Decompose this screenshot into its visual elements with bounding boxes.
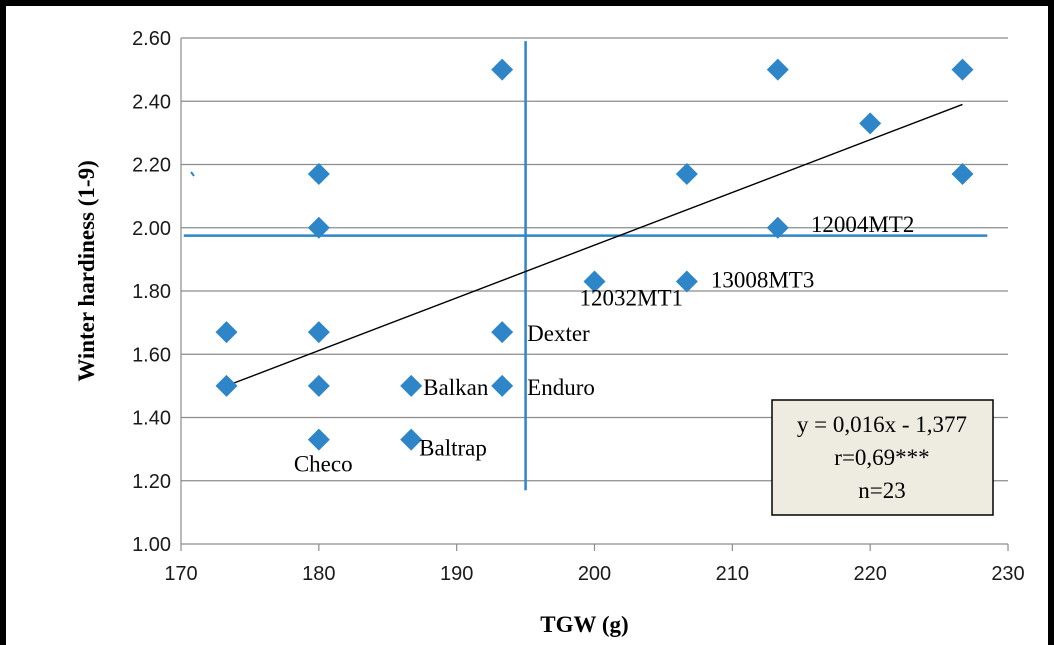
data-point xyxy=(675,270,698,293)
data-point xyxy=(307,321,330,344)
x-tick-label: 220 xyxy=(853,563,886,585)
x-tick-label: 230 xyxy=(991,563,1024,585)
y-tick-labels: 1.00 1.20 1.40 1.60 1.80 2.00 2.20 2.40 2.60 xyxy=(132,28,171,556)
x-tick-label: 190 xyxy=(440,563,473,585)
data-point xyxy=(491,321,514,344)
data-point xyxy=(491,58,514,81)
x-tick-label: 170 xyxy=(164,563,197,585)
point-label: 13008MT3 xyxy=(711,268,815,293)
equation-line: y = 0,016x - 1,377 xyxy=(797,412,967,437)
trendline xyxy=(226,103,963,387)
point-label: Balkan xyxy=(423,375,489,400)
data-point xyxy=(307,374,330,397)
data-point xyxy=(307,216,330,239)
y-tick-label: 1.40 xyxy=(132,408,171,430)
data-point xyxy=(951,162,974,185)
y-tick-label: 2.20 xyxy=(132,155,171,177)
y-tick-label: 2.00 xyxy=(132,218,171,240)
data-points xyxy=(215,58,974,451)
y-tick-label: 1.00 xyxy=(132,534,171,556)
y-tick-label: 1.80 xyxy=(132,281,171,303)
data-point xyxy=(951,58,974,81)
data-point xyxy=(400,428,423,451)
data-point xyxy=(307,162,330,185)
x-tick-label: 200 xyxy=(578,563,611,585)
data-point xyxy=(215,321,238,344)
data-point xyxy=(307,428,330,451)
y-axis-title: Winter hardiness (1-9) xyxy=(74,160,99,382)
equation-line: n=23 xyxy=(858,478,905,503)
equation-line: r=0,69*** xyxy=(834,445,929,470)
point-labels: Checo Baltrap Balkan Enduro Dexter 12032MT1 13… xyxy=(294,212,914,477)
data-point xyxy=(583,270,606,293)
y-tick-label: 2.60 xyxy=(132,28,171,50)
y-tick-label: 2.40 xyxy=(132,91,171,113)
trendline-group xyxy=(226,103,963,387)
data-point xyxy=(215,374,238,397)
data-point xyxy=(400,374,423,397)
x-tick-label: 180 xyxy=(302,563,335,585)
data-point xyxy=(859,112,882,135)
x-tick-label: 210 xyxy=(716,563,749,585)
equation-box: y = 0,016x - 1,377 r=0,69*** n=23 xyxy=(771,399,994,516)
y-tick-label: 1.60 xyxy=(132,344,171,366)
stray-mark xyxy=(190,171,195,177)
data-point xyxy=(491,374,514,397)
point-label: Dexter xyxy=(527,321,590,346)
point-label: 12032MT1 xyxy=(580,286,684,311)
equation-box-background xyxy=(771,399,994,516)
point-label: 12004MT2 xyxy=(811,212,915,237)
data-point xyxy=(766,58,789,81)
x-tick-labels: 170 180 190 200 210 220 230 xyxy=(164,544,1025,585)
y-tick-label: 1.20 xyxy=(132,471,171,493)
x-axis-title: TGW (g) xyxy=(540,612,628,637)
data-point xyxy=(766,216,789,239)
point-label: Baltrap xyxy=(419,436,487,461)
point-label: Checo xyxy=(294,452,353,477)
data-point xyxy=(675,162,698,185)
point-label: Enduro xyxy=(527,375,595,400)
